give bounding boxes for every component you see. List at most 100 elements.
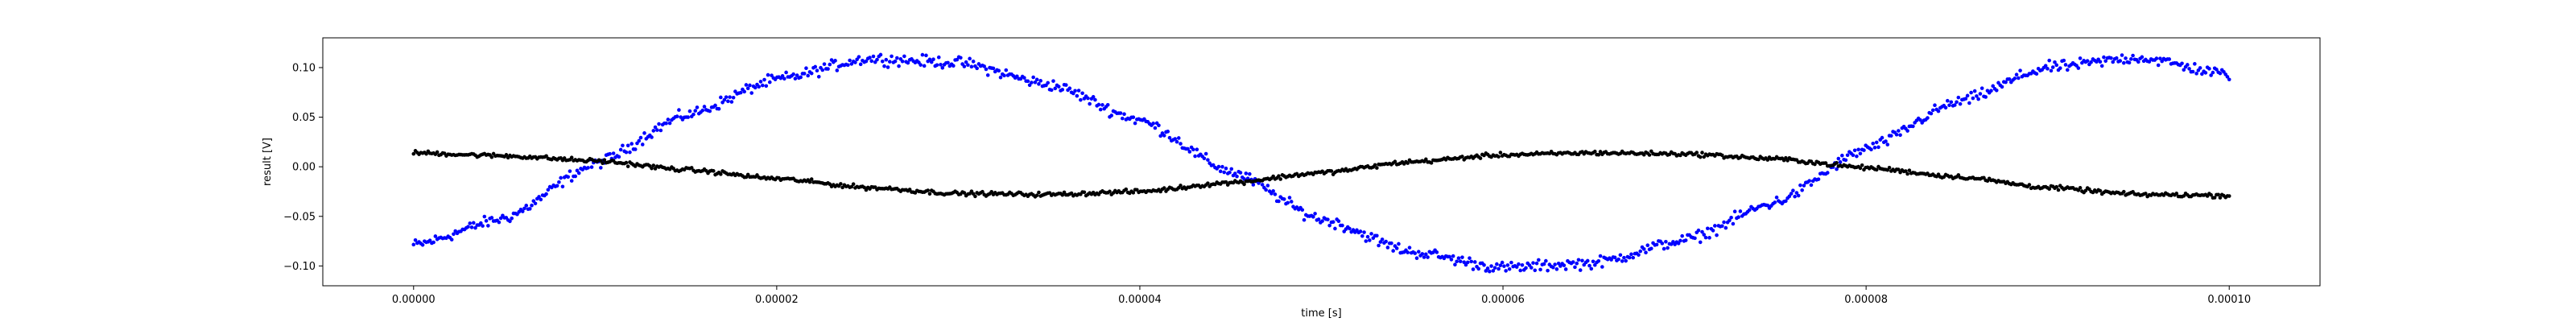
data-point — [731, 95, 736, 100]
data-point — [508, 219, 512, 224]
data-point — [1695, 151, 1699, 155]
data-point — [998, 75, 1003, 80]
data-point — [1063, 83, 1068, 87]
data-point — [1391, 249, 1395, 253]
data-point — [599, 166, 603, 170]
data-point — [1703, 235, 1708, 240]
data-point — [420, 242, 425, 247]
data-point — [1972, 89, 1977, 93]
data-point — [1905, 171, 1909, 176]
data-point — [2013, 76, 2017, 80]
data-point — [1498, 263, 1503, 268]
data-point — [1580, 258, 1584, 263]
data-point — [1774, 195, 1779, 200]
data-point — [1492, 266, 1497, 270]
data-point — [1971, 96, 1975, 101]
data-point — [1079, 97, 1083, 102]
data-point — [890, 54, 894, 59]
data-point — [2065, 68, 2070, 72]
data-point — [469, 225, 474, 229]
data-point — [1482, 262, 1486, 267]
data-point — [1348, 226, 1352, 231]
data-point — [1596, 258, 1601, 263]
data-point — [566, 175, 570, 180]
data-point — [1422, 255, 1426, 259]
data-point — [1471, 267, 1476, 271]
data-point — [2056, 188, 2061, 192]
data-point — [573, 174, 578, 179]
data-point — [853, 60, 857, 64]
data-point — [2062, 58, 2066, 63]
data-point — [748, 83, 752, 88]
data-point — [1757, 157, 1761, 162]
data-point — [482, 214, 487, 219]
data-point — [1004, 68, 1009, 72]
data-point — [1086, 96, 1090, 101]
data-point — [1554, 267, 1559, 271]
data-point — [2121, 189, 2126, 194]
data-point — [1135, 188, 1139, 192]
data-point — [2114, 56, 2119, 60]
data-point — [1491, 269, 1496, 273]
data-point — [1720, 153, 1724, 158]
data-point — [989, 190, 994, 194]
data-point — [1080, 91, 1084, 96]
data-point — [1496, 155, 1501, 159]
data-point — [1542, 262, 1546, 266]
x-axis: 0.00000 0.00002 0.00004 0.00006 0.00008 0.000… — [392, 286, 2251, 306]
data-point — [1222, 170, 1227, 175]
data-point — [2158, 56, 2162, 60]
data-point — [1551, 265, 1555, 270]
data-point — [702, 105, 707, 109]
data-point — [1627, 255, 1632, 260]
data-point — [833, 59, 837, 63]
data-point — [929, 60, 934, 64]
data-point — [846, 63, 850, 68]
data-point — [1075, 93, 1080, 98]
data-point — [520, 209, 525, 213]
data-point — [1424, 252, 1428, 257]
data-point — [1537, 258, 1541, 262]
data-point — [466, 225, 470, 229]
data-point — [1798, 183, 1802, 188]
data-point — [1784, 155, 1788, 160]
data-point — [2099, 64, 2104, 68]
data-point — [724, 95, 729, 99]
data-point — [546, 188, 551, 192]
data-point — [1378, 240, 1383, 244]
data-point — [1073, 89, 1077, 93]
data-point — [1575, 261, 1579, 266]
data-point — [897, 64, 901, 68]
data-point — [887, 60, 892, 64]
data-point — [927, 192, 932, 196]
data-point — [1179, 184, 1183, 188]
data-point — [625, 164, 630, 168]
data-point — [1911, 124, 1915, 129]
data-point — [782, 76, 786, 81]
data-point — [633, 147, 638, 151]
data-point — [625, 143, 630, 148]
data-point — [689, 166, 694, 170]
data-point — [1947, 103, 1951, 108]
data-point — [2083, 188, 2088, 193]
data-point — [589, 165, 594, 169]
data-point — [2156, 63, 2161, 68]
data-point — [749, 91, 754, 95]
data-point — [2193, 62, 2197, 66]
data-point — [1271, 174, 1275, 179]
data-point — [722, 97, 727, 102]
data-point — [2034, 72, 2039, 76]
data-point — [1858, 151, 1863, 156]
data-point — [1311, 215, 1315, 219]
data-point — [1546, 268, 1550, 273]
data-point — [1176, 136, 1181, 140]
data-point — [1664, 240, 1668, 244]
data-point — [729, 100, 734, 104]
data-point — [939, 63, 943, 67]
data-point — [522, 206, 526, 211]
data-point — [984, 67, 989, 72]
data-point — [2216, 192, 2220, 197]
data-point — [1856, 147, 1860, 152]
data-point — [1251, 183, 1256, 187]
data-point — [875, 57, 879, 62]
